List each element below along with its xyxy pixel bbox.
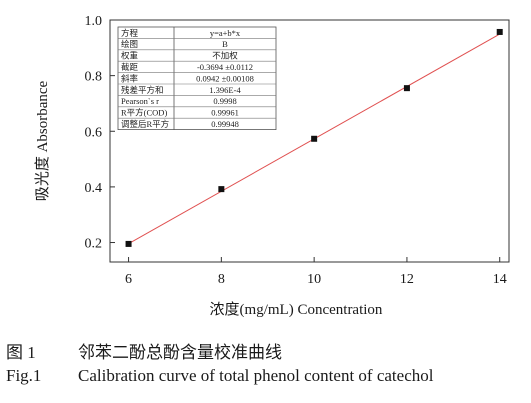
caption-label-english: Fig.1 (6, 366, 42, 385)
ticks-layer: 6 8 10 12 14 0.2 0.4 0.6 0.8 1.0 (85, 14, 507, 287)
stats-table-key: 截距 (121, 62, 139, 72)
stats-table-frame (117, 26, 277, 130)
plot-frame (109, 19, 510, 263)
y-tick-label: 0.2 (85, 237, 103, 252)
y-axis-label: 吸光度 Absorbance (34, 80, 51, 201)
stats-table-value: 1.396E-4 (209, 85, 241, 95)
caption-label-chinese: 图 1 (6, 343, 36, 362)
x-tick-label: 6 (125, 272, 132, 287)
data-point (218, 186, 225, 193)
stats-table-value: -0.3694 ±0.0112 (197, 62, 253, 72)
y-tick-label: 0.6 (85, 125, 103, 140)
x-tick-label: 12 (400, 272, 414, 287)
stats-table-value: 0.99961 (211, 108, 239, 118)
stats-table-key: 斜率 (121, 73, 139, 83)
stats-table-key: R平方(COD) (121, 108, 167, 118)
y-tick-label: 0.8 (85, 70, 103, 85)
figure-caption-english: Fig.1 Calibration curve of total phenol c… (6, 366, 433, 386)
stats-table-key: 绘图 (121, 39, 138, 49)
x-tick-label: 14 (493, 272, 507, 287)
caption-text-english: Calibration curve of total phenol conten… (78, 366, 434, 385)
stats-table-value: 不加权 (212, 51, 238, 61)
data-point (311, 135, 318, 142)
calibration-chart: 6 8 10 12 14 0.2 0.4 0.6 0.8 1.0 方程 y=a+b*x 绘图 B 权重 不加… (34, 14, 510, 318)
y-tick-label: 1.0 (85, 14, 103, 29)
x-tick-label: 8 (218, 272, 225, 287)
stats-table-key: Pearson`s r (121, 96, 159, 106)
stats-table-value: 0.0942 ±0.00108 (196, 73, 254, 83)
figure-caption-chinese: 图 1 邻苯二酚总酚含量校准曲线 (6, 338, 282, 363)
stats-table-key: 残差平方和 (121, 85, 164, 95)
y-tick-label: 0.4 (85, 181, 103, 196)
stats-table-key: 方程 (121, 28, 139, 38)
stats-table-key: 权重 (121, 51, 139, 61)
stats-table-value: 0.99948 (211, 119, 239, 129)
x-tick-label: 10 (307, 272, 321, 287)
x-axis-label: 浓度(mg/mL) Concentration (210, 301, 383, 318)
caption-text-chinese: 邻苯二酚总酚含量校准曲线 (78, 343, 282, 362)
stats-table-key: 调整后R平方 (121, 119, 169, 129)
stats-table-value: B (222, 39, 228, 49)
data-point (496, 28, 503, 35)
points-layer (125, 28, 503, 247)
data-point (403, 85, 410, 92)
stats-table-value: y=a+b*x (210, 28, 241, 38)
data-point (125, 240, 132, 247)
stats-table-value: 0.9998 (213, 96, 236, 106)
